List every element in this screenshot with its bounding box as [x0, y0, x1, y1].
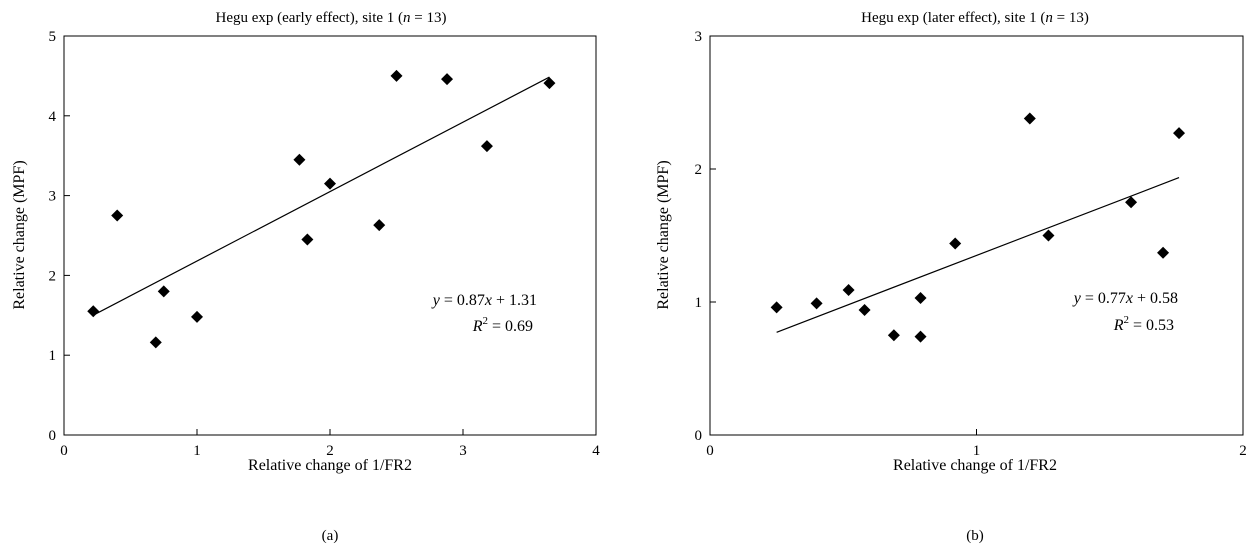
x-tick-label: 2 — [326, 443, 334, 459]
data-point — [914, 292, 927, 305]
regression-line — [92, 76, 550, 316]
x-tick-label: 2 — [1239, 443, 1247, 459]
data-point — [441, 73, 454, 86]
r-squared-label: R2 = 0.69 — [472, 315, 533, 335]
data-point — [949, 237, 962, 250]
plot-area-frame — [709, 35, 1244, 436]
chart-title: Hegu exp (early effect), site 1 (n = 13) — [215, 10, 446, 26]
y-tick-label: 0 — [695, 428, 703, 444]
data-point — [301, 233, 314, 246]
data-point — [324, 177, 336, 190]
y-tick-label: 2 — [49, 268, 57, 284]
x-axis-ticks: 0 1 2 — [706, 429, 1247, 459]
data-point — [111, 209, 124, 222]
y-tick-label: 3 — [49, 189, 57, 205]
x-tick-label: 0 — [60, 443, 68, 459]
data-point — [293, 153, 306, 166]
regression-equation: y = 0.77x + 0.58 — [1072, 290, 1178, 307]
data-point — [1023, 112, 1036, 125]
data-point — [1173, 127, 1186, 140]
y-axis-title: Relative change (MPF) — [655, 160, 672, 309]
data-point — [87, 305, 100, 318]
y-axis-ticks: 0 1 2 3 — [695, 29, 716, 444]
chart-title: Hegu exp (later effect), site 1 (n = 13) — [861, 10, 1089, 26]
data-point — [770, 301, 783, 314]
data-point — [1125, 196, 1138, 209]
data-point — [480, 140, 493, 153]
data-point — [390, 69, 403, 82]
data-point — [157, 285, 170, 298]
x-axis-ticks: 0 1 2 3 4 — [60, 429, 600, 459]
data-point — [887, 329, 900, 342]
y-tick-label: 1 — [695, 295, 703, 311]
data-points — [770, 112, 1186, 343]
regression-line — [776, 177, 1180, 333]
data-points — [87, 69, 556, 349]
data-point — [543, 77, 556, 90]
data-point — [842, 284, 855, 297]
data-point — [149, 336, 162, 349]
x-tick-label: 1 — [973, 443, 981, 459]
y-tick-label: 2 — [695, 162, 703, 178]
data-point — [1042, 229, 1055, 242]
x-tick-label: 3 — [459, 443, 467, 459]
data-point — [1157, 246, 1170, 259]
data-point — [858, 303, 871, 316]
data-point — [191, 310, 203, 323]
panel-caption: (b) — [966, 528, 984, 544]
r-squared-label: R2 = 0.53 — [1113, 314, 1174, 334]
panel-caption: (a) — [322, 528, 339, 544]
x-tick-label: 1 — [193, 443, 201, 459]
y-tick-label: 3 — [695, 29, 703, 45]
x-tick-label: 0 — [706, 443, 714, 459]
y-axis-title: Relative change (MPF) — [11, 160, 28, 309]
plot-area-frame — [63, 35, 597, 436]
regression-equation: y = 0.87x + 1.31 — [431, 292, 537, 309]
y-tick-label: 1 — [49, 348, 57, 364]
data-point — [810, 297, 823, 310]
x-axis-title: Relative change of 1/FR2 — [893, 457, 1057, 474]
data-point — [914, 330, 927, 343]
x-tick-label: 4 — [592, 443, 600, 459]
y-tick-label: 5 — [49, 29, 57, 45]
y-tick-label: 0 — [49, 428, 57, 444]
data-point — [373, 219, 386, 232]
y-tick-label: 4 — [49, 109, 57, 125]
x-axis-title: Relative change of 1/FR2 — [248, 457, 412, 474]
chart-panel-b: Hegu exp (later effect), site 1 (n = 13)… — [655, 10, 1247, 544]
chart-panel-a: Hegu exp (early effect), site 1 (n = 13)… — [11, 10, 600, 544]
y-axis-ticks: 0 1 2 3 4 5 — [49, 29, 70, 444]
